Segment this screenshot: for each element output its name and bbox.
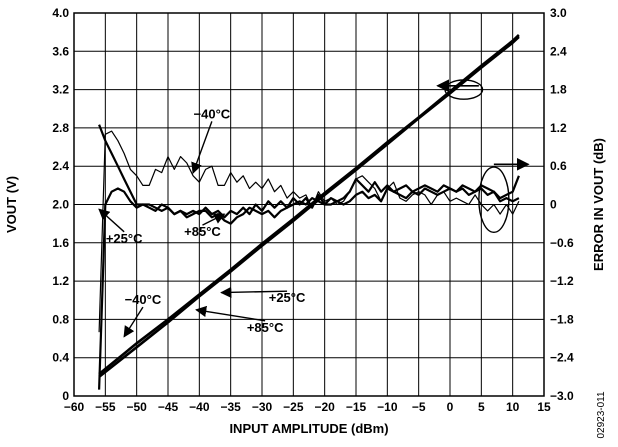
x-tick-label: −5 bbox=[412, 400, 426, 414]
x-tick-label: −10 bbox=[377, 400, 398, 414]
x-tick-label: −15 bbox=[346, 400, 367, 414]
annotation-label-1: +25°C bbox=[106, 231, 143, 246]
x-tick-label: 5 bbox=[478, 400, 485, 414]
series-line-0 bbox=[98, 35, 520, 378]
y-axis-title: VOUT (V) bbox=[4, 176, 19, 233]
x-axis-ticks: −60 −55 −50 −45 −40 −35 −30 −25 −20 −15 −10 −5 0 5 10 1… bbox=[64, 400, 551, 414]
series-line-4 bbox=[98, 124, 520, 225]
x-tick-label: −50 bbox=[126, 400, 147, 414]
annotation-label-2: +85°C bbox=[184, 224, 221, 239]
x-tick-label: 15 bbox=[537, 400, 551, 414]
y2-tick-label: −2.4 bbox=[550, 351, 574, 365]
y2-tick-label: 1.2 bbox=[550, 121, 567, 135]
y2-axis-ticks: −3.0 −2.4 −1.8 −1.2 −0.6 0 0.6 1.2 1.8 2.4 3.0 bbox=[550, 6, 574, 403]
y2-tick-label: −1.8 bbox=[550, 312, 574, 326]
y2-tick-label: 0 bbox=[550, 198, 557, 212]
y-tick-label: 3.2 bbox=[52, 83, 69, 97]
annotation-arrow-0 bbox=[191, 121, 213, 174]
annotation-label-5: +85°C bbox=[247, 320, 284, 335]
annotation-label-4: +25°C bbox=[269, 290, 306, 305]
y-tick-label: 1.2 bbox=[52, 274, 69, 288]
series-line-3 bbox=[98, 187, 520, 390]
annotation-arrow-3 bbox=[123, 306, 144, 338]
right-axis-ellipse bbox=[478, 166, 510, 234]
annotation-arrow-4 bbox=[220, 286, 288, 298]
y2-tick-label: 2.4 bbox=[550, 44, 567, 58]
series-layer bbox=[98, 34, 520, 390]
y2-tick-label: 3.0 bbox=[550, 6, 567, 20]
x-tick-label: 10 bbox=[506, 400, 520, 414]
y-axis-ticks: 0 0.4 0.8 1.2 1.6 2.0 2.4 2.8 3.2 3.6 4.0 bbox=[52, 6, 69, 403]
x-tick-label: 0 bbox=[447, 400, 454, 414]
y-tick-label: 0 bbox=[62, 389, 69, 403]
annotation-label-0: −40°C bbox=[194, 106, 231, 121]
annotation-layer: −40°C +25°C +85°C −40°C +25°C +85°C bbox=[98, 79, 530, 338]
y2-tick-label: 0.6 bbox=[550, 159, 567, 173]
y2-tick-label: 1.8 bbox=[550, 83, 567, 97]
x-tick-label: −20 bbox=[314, 400, 335, 414]
y-tick-label: 1.6 bbox=[52, 236, 69, 250]
y-tick-label: 2.8 bbox=[52, 121, 69, 135]
series-line-1 bbox=[98, 34, 520, 376]
series-line-2 bbox=[98, 130, 520, 333]
annotation-arrow-2 bbox=[202, 213, 226, 226]
y-tick-label: 2.0 bbox=[52, 198, 69, 212]
x-tick-label: −55 bbox=[95, 400, 116, 414]
x-axis-title: INPUT AMPLITUDE (dBm) bbox=[229, 421, 388, 436]
left-axis-ellipse bbox=[444, 79, 484, 100]
y-tick-label: 3.6 bbox=[52, 44, 69, 58]
y2-tick-label: −0.6 bbox=[550, 236, 574, 250]
y-tick-label: 0.8 bbox=[52, 312, 69, 326]
y-tick-label: 4.0 bbox=[52, 6, 69, 20]
y2-axis-title: ERROR IN VOUT (dB) bbox=[591, 138, 606, 271]
y2-tick-label: −1.2 bbox=[550, 274, 574, 288]
y-tick-label: 2.4 bbox=[52, 159, 69, 173]
annotation-arrow-5 bbox=[195, 305, 266, 322]
plot-frame bbox=[73, 12, 545, 397]
x-tick-label: −60 bbox=[64, 400, 85, 414]
x-tick-label: −35 bbox=[220, 400, 241, 414]
y2-tick-label: −3.0 bbox=[550, 389, 574, 403]
annotation-label-3: −40°C bbox=[125, 292, 162, 307]
x-tick-label: −45 bbox=[158, 400, 179, 414]
annotation-arrow-1 bbox=[98, 208, 125, 233]
x-tick-label: −30 bbox=[252, 400, 273, 414]
y-tick-label: 0.4 bbox=[52, 351, 69, 365]
x-tick-label: −25 bbox=[283, 400, 304, 414]
x-tick-label: −40 bbox=[189, 400, 210, 414]
figure-id: 02923-011 bbox=[596, 391, 607, 439]
